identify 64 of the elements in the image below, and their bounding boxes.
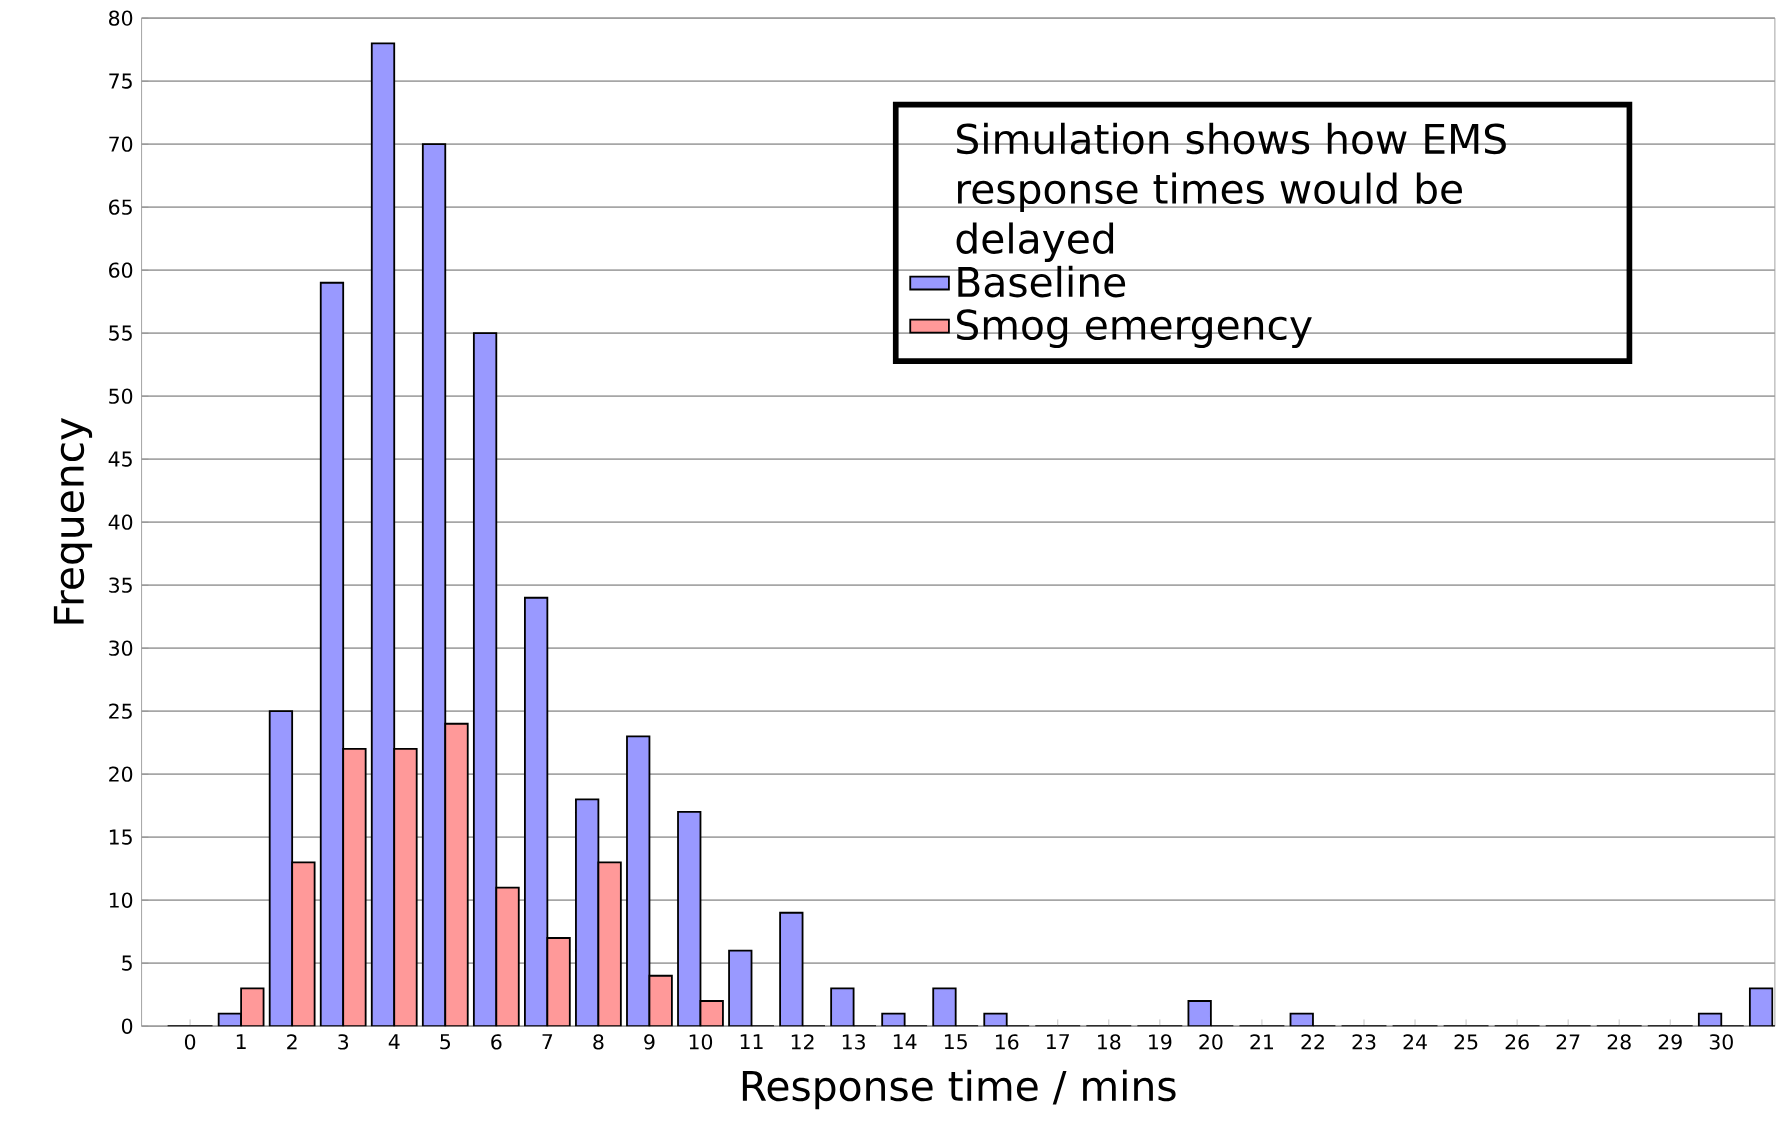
x-tick-label: 28 (1607, 1034, 1631, 1050)
y-tick-label: 75 (109, 73, 132, 89)
x-tick-label: 26 (1505, 1034, 1529, 1050)
y-tick-label: 70 (109, 136, 133, 152)
x-tick-label: 4 (388, 1034, 400, 1050)
y-tick-label: 50 (109, 388, 133, 404)
x-tick-label: 17 (1047, 1034, 1069, 1050)
y-tick-label: 35 (109, 577, 132, 593)
y-tick-label: 40 (108, 514, 133, 530)
y-tick-label: 25 (109, 703, 132, 719)
x-tick-label: 20 (1199, 1034, 1223, 1050)
y-tick-label: 20 (109, 766, 133, 782)
y-tick-label: 30 (109, 640, 133, 656)
x-tick-label: 30 (1709, 1034, 1733, 1050)
x-tick-label: 16 (995, 1034, 1019, 1050)
bar (343, 749, 366, 1027)
x-tick-label: 7 (542, 1034, 553, 1050)
x-tick-label: 10 (689, 1034, 713, 1050)
y-tick-label: 10 (109, 892, 133, 908)
legend-title: Simulation shows how EMS response times would be delayed (956, 122, 1506, 262)
x-tick-label: 13 (842, 1034, 865, 1050)
legend-label: Smog emergency (957, 309, 1312, 349)
x-tick-label: 22 (1301, 1034, 1324, 1050)
x-tick-label: 24 (1403, 1034, 1427, 1050)
x-tick-label: 5 (440, 1034, 450, 1050)
x-tick-label: 0 (184, 1034, 196, 1050)
x-tick-label: 11 (740, 1034, 763, 1050)
bar (678, 812, 701, 1027)
x-tick-label: 1 (236, 1034, 246, 1050)
x-tick-label: 27 (1556, 1034, 1580, 1050)
x-tick-label: 25 (1454, 1034, 1478, 1050)
legend-label: Baseline (958, 265, 1126, 298)
y-tick-label: 65 (109, 199, 132, 215)
x-tick-label: 14 (893, 1034, 917, 1050)
y-tick-label: 15 (109, 829, 132, 845)
y-tick-label: 80 (109, 10, 133, 26)
x-tick-label: 19 (1149, 1034, 1172, 1050)
x-axis-title: Response time / mins (742, 1069, 1176, 1110)
x-tick-label: 3 (338, 1034, 349, 1050)
x-tick-label: 23 (1352, 1034, 1376, 1050)
bar (598, 862, 621, 1027)
y-tick-label: 5 (122, 955, 132, 971)
x-tick-label: 12 (791, 1034, 814, 1050)
y-tick-label: 45 (108, 451, 132, 467)
x-tick-label: 8 (593, 1034, 604, 1050)
bar (626, 736, 650, 1027)
bar (547, 938, 570, 1027)
x-tick-label: 18 (1098, 1034, 1121, 1050)
y-tick-label: 60 (109, 262, 133, 278)
x-tick-label: 21 (1250, 1034, 1273, 1050)
bar (292, 862, 315, 1027)
x-tick-label: 29 (1658, 1034, 1682, 1050)
bar (780, 912, 803, 1027)
x-tick-label: 6 (491, 1034, 502, 1050)
y-axis-title: Frequency (53, 418, 93, 624)
bar (394, 749, 417, 1027)
bar (445, 723, 468, 1027)
y-tick-label: 55 (109, 325, 132, 341)
x-tick-label: 15 (944, 1034, 967, 1050)
x-tick-label: 2 (287, 1034, 297, 1050)
x-tick-label: 9 (644, 1034, 655, 1050)
bar (729, 950, 752, 1027)
y-tick-label: 0 (121, 1018, 133, 1034)
bar (496, 887, 519, 1027)
